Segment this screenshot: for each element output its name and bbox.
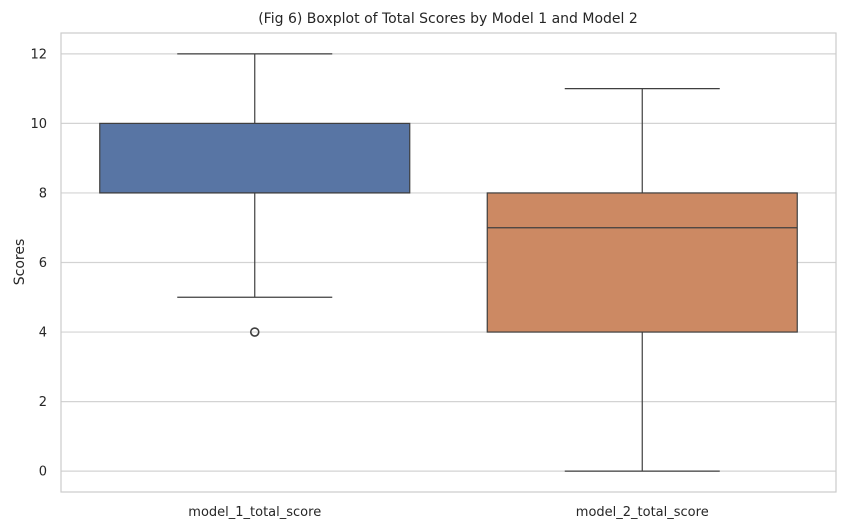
chart-title: (Fig 6) Boxplot of Total Scores by Model… [258,11,638,27]
x-tick-label: model_1_total_score [188,505,321,520]
plot-frame [60,32,837,493]
y-tick-label: 4 [39,326,47,341]
box [486,192,798,333]
x-tick-labels: model_1_total_score model_2_total_score [188,505,708,520]
outlier-point [249,327,260,337]
y-tick-label: 2 [39,395,47,410]
y-tick-label: 6 [39,256,47,271]
y-tick-label: 0 [39,465,47,480]
box-group [99,53,411,337]
box-group [486,88,798,472]
y-tick-labels: 0 2 4 6 8 10 12 [30,47,47,479]
y-tick-label: 10 [30,117,47,132]
plot-border [60,32,837,493]
boxes [99,53,798,472]
y-tick-label: 12 [30,47,47,62]
x-tick-label: model_2_total_score [576,505,709,520]
y-tick-label: 8 [39,186,47,201]
box [99,122,411,194]
y-axis-label: Scores [12,239,28,286]
